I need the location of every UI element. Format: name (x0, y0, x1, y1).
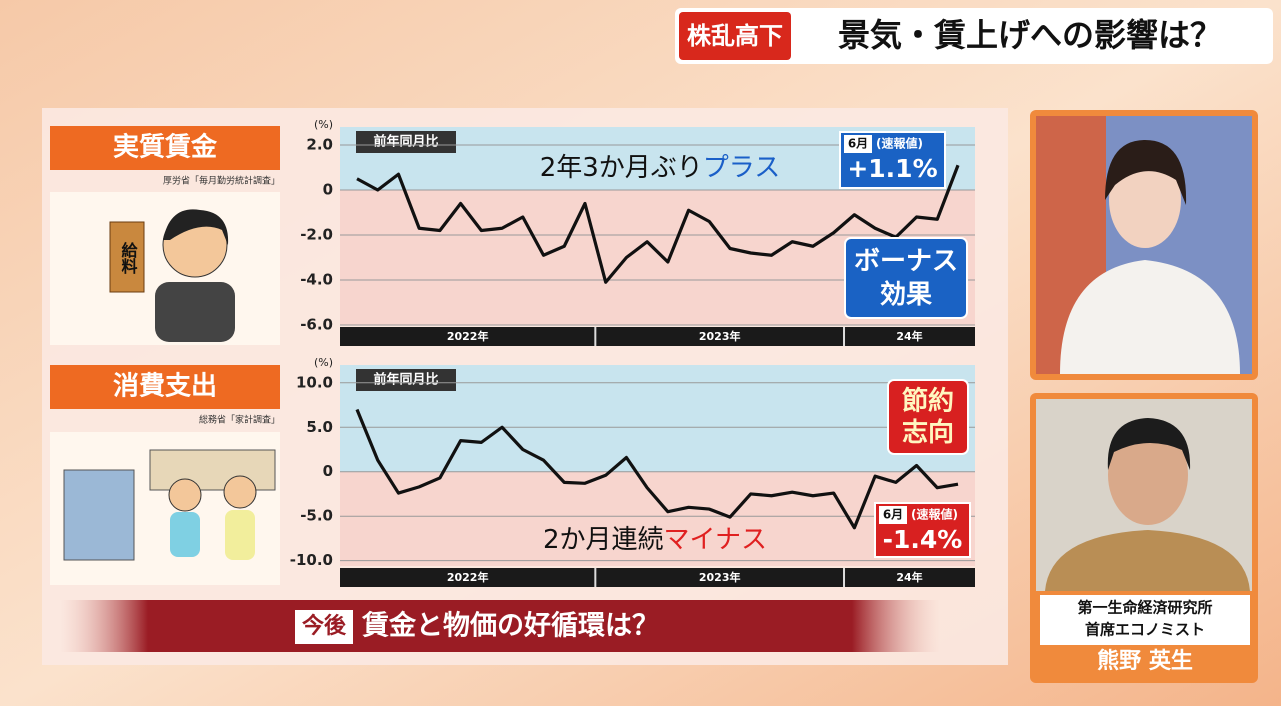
callout-month: 6月 (883, 508, 903, 522)
effect-line-1: 節約 (902, 386, 954, 417)
anchor-body (1060, 260, 1240, 374)
callout-month: 6月 (848, 137, 868, 151)
y-tick-label: -2.0 (300, 226, 333, 244)
x-tick-label: 24年 (896, 570, 922, 584)
chart-label: 実質賃金 (113, 132, 218, 163)
annotation-highlight: マイナス (664, 525, 767, 555)
building (63, 469, 135, 561)
y-unit: (%) (314, 356, 333, 369)
guest-body (1045, 530, 1250, 591)
shopper-1-body (170, 512, 200, 557)
banner-tag: 今後 (302, 613, 347, 639)
measure-box (356, 131, 456, 153)
x-tick-label: 2022年 (447, 329, 489, 343)
x-tick-label: 2023年 (699, 329, 741, 343)
y-tick-label: -10.0 (290, 551, 333, 569)
y-tick-label: -6.0 (300, 316, 333, 334)
header-box (675, 8, 1273, 64)
effect-box (887, 379, 969, 455)
effect-line-1: ボーナス (854, 247, 958, 277)
banner-tag-box (295, 610, 353, 644)
callout-month-box (879, 506, 907, 524)
y-tick-label: 5.0 (306, 418, 333, 436)
guest-name: 熊野 英生 (1097, 648, 1193, 674)
guest-hair (1107, 418, 1191, 470)
callout-month-box (844, 135, 872, 153)
shopper-1 (168, 478, 202, 512)
measure: 前年同月比 (373, 372, 438, 388)
header-title: 景気・賃上げへの影響は？ (838, 16, 1222, 54)
y-unit: (%) (314, 118, 333, 131)
callout-value: -1.4% (883, 525, 963, 554)
measure: 前年同月比 (373, 134, 438, 150)
effect-line-2: 志向 (902, 417, 954, 448)
y-tick-label: 10.0 (296, 373, 333, 391)
x-tick-label: 2022年 (447, 570, 489, 584)
annotation-highlight: プラス (703, 153, 780, 183)
callout-note: (速報値) (876, 136, 923, 151)
envelope (109, 221, 145, 293)
banner (60, 600, 940, 652)
guest-face (1108, 425, 1188, 525)
anchor-hair (1105, 140, 1187, 205)
chart-source: 総務省「家計調査」 (199, 414, 280, 426)
annotation: 2か月連続マイナス (543, 525, 767, 555)
data-line (356, 164, 960, 284)
annotation-text: 2か月連続 (543, 525, 664, 555)
callout-value: +1.1% (847, 154, 937, 183)
chart-label: 消費支出 (113, 372, 217, 402)
banner-text: 賃金と物価の好循環は？ (361, 610, 659, 642)
annotation: 2年3か月ぶりプラス (540, 153, 781, 183)
guest-plate (1040, 595, 1250, 645)
header-tag: 株乱高下 (687, 22, 783, 50)
chart-label-box (50, 126, 280, 170)
data-line (355, 408, 959, 530)
person-hair (163, 209, 229, 245)
y-tick-label: 0 (323, 181, 333, 199)
guest-org: 第一生命経済研究所 (1077, 599, 1212, 617)
shopper-2-body (225, 510, 255, 560)
x-axis-bar (340, 327, 975, 346)
callout-note: (速報値) (911, 507, 958, 522)
person-body (155, 282, 235, 342)
y-tick-label: 2.0 (306, 136, 333, 154)
store (149, 449, 276, 491)
effect-box (844, 237, 968, 319)
chart-source: 厚労省「毎月勤労統計調査」 (163, 175, 280, 187)
x-axis-bar (340, 568, 975, 587)
y-tick-label: -5.0 (300, 507, 333, 525)
chart-label-box (50, 365, 280, 409)
envelope-text: 給料 (119, 241, 138, 275)
shopper-2 (223, 475, 257, 509)
annotation-text: 2年3か月ぶり (540, 153, 703, 183)
x-tick-label: 2023年 (699, 570, 741, 584)
measure-box (356, 369, 456, 391)
y-tick-label: 0 (323, 462, 333, 480)
header-tag-box (679, 12, 791, 60)
y-tick-label: -4.0 (300, 271, 333, 289)
effect-line-2: 効果 (880, 279, 932, 310)
guest-role: 首席エコノミスト (1085, 621, 1205, 639)
x-tick-label: 24年 (896, 329, 922, 343)
